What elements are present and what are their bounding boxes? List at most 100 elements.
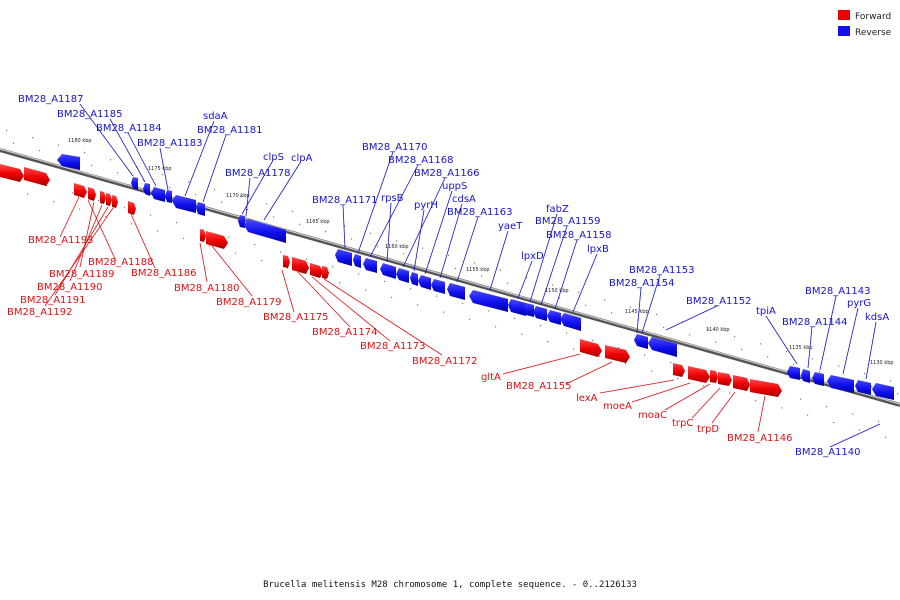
gene-label-moaC[interactable]: moaC <box>638 410 667 421</box>
gene-label-BM28_A1144[interactable]: BM28_A1144 <box>782 317 848 328</box>
gene-label-tpiA[interactable]: tpiA <box>756 306 776 317</box>
gene-label-BM28_A1170[interactable]: BM28_A1170 <box>362 142 428 153</box>
gene-label-BM28_A1190[interactable]: BM28_A1190 <box>37 282 103 293</box>
gene-arrow-reverse-25[interactable] <box>634 334 648 349</box>
gene-label-BM28_A1159[interactable]: BM28_A1159 <box>535 216 601 227</box>
gene-arrow-reverse-26[interactable] <box>648 337 677 357</box>
gene-label-BM28_A1180[interactable]: BM28_A1180 <box>174 283 240 294</box>
gene-arrow-forward-15[interactable] <box>580 339 602 357</box>
gene-arrow-reverse-32[interactable] <box>872 383 894 400</box>
gene-label-kdsA[interactable]: kdsA <box>865 312 889 323</box>
gene-arrow-forward-12[interactable] <box>292 257 309 274</box>
gene-label-trpC[interactable]: trpC <box>672 418 693 429</box>
gene-arrow-reverse-16[interactable] <box>418 275 431 290</box>
gene-arrow-reverse-1[interactable] <box>57 154 80 170</box>
gene-label-BM28_A1191[interactable]: BM28_A1191 <box>20 295 86 306</box>
gene-arrow-reverse-11[interactable] <box>353 254 361 268</box>
gene-label-rpsB[interactable]: rpsB <box>381 193 404 204</box>
gene-label-clpA[interactable]: clpA <box>291 153 313 164</box>
gene-label-fabZ[interactable]: fabZ <box>546 204 569 215</box>
gene-label-BM28_A1163[interactable]: BM28_A1163 <box>447 207 513 218</box>
gene-arrow-reverse-31[interactable] <box>855 380 871 395</box>
gene-arrow-reverse-27[interactable] <box>787 366 800 380</box>
gene-label-BM28_A1154[interactable]: BM28_A1154 <box>609 278 675 289</box>
gene-arrow-reverse-4[interactable] <box>151 187 165 202</box>
gene-arrow-reverse-14[interactable] <box>396 268 409 283</box>
gene-arrow-reverse-18[interactable] <box>447 283 465 300</box>
gene-arrow-forward-18[interactable] <box>688 366 710 383</box>
gene-arrow-forward-10[interactable] <box>206 231 228 249</box>
gene-arrow-forward-16[interactable] <box>605 345 630 363</box>
gene-arrow-reverse-15[interactable] <box>410 272 418 286</box>
gene-label-BM28_A1140[interactable]: BM28_A1140 <box>795 447 861 458</box>
gene-arrow-reverse-20[interactable] <box>508 299 526 316</box>
gene-arrow-forward-9[interactable] <box>200 229 206 242</box>
gene-label-BM28_A1172[interactable]: BM28_A1172 <box>412 356 478 367</box>
gene-label-BM28_A1186[interactable]: BM28_A1186 <box>131 268 197 279</box>
gene-label-BM28_A1187[interactable]: BM28_A1187 <box>18 94 84 105</box>
gene-arrow-reverse-7[interactable] <box>196 202 205 216</box>
gene-label-BM28_A1193[interactable]: BM28_A1193 <box>28 235 94 246</box>
gene-arrow-reverse-6[interactable] <box>172 195 196 213</box>
gene-arrow-reverse-23[interactable] <box>547 310 561 325</box>
gene-label-trpD[interactable]: trpD <box>697 424 719 435</box>
gene-label-cdsA[interactable]: cdsA <box>452 194 476 205</box>
gene-label-sdaA[interactable]: sdaA <box>203 111 228 122</box>
gene-label-BM28_A1192[interactable]: BM28_A1192 <box>7 307 73 318</box>
gene-arrow-forward-22[interactable] <box>750 379 782 397</box>
gene-label-BM28_A1179[interactable]: BM28_A1179 <box>216 297 282 308</box>
gene-label-lexA[interactable]: lexA <box>576 393 598 404</box>
gene-label-lpxB[interactable]: lpxB <box>587 244 609 255</box>
gene-arrow-reverse-3[interactable] <box>143 183 150 196</box>
gene-arrow-forward-5[interactable] <box>100 191 106 204</box>
gene-label-pyrH[interactable]: pyrH <box>414 200 438 211</box>
gene-label-BM28_A1171[interactable]: BM28_A1171 <box>312 195 378 206</box>
gene-arrow-reverse-8[interactable] <box>238 215 245 228</box>
gene-label-BM28_A1189[interactable]: BM28_A1189 <box>49 269 115 280</box>
gene-arrow-forward-6[interactable] <box>106 193 112 206</box>
gene-arrow-reverse-12[interactable] <box>363 258 377 273</box>
gene-label-BM28_A1153[interactable]: BM28_A1153 <box>629 265 695 276</box>
gene-label-uppS[interactable]: uppS <box>442 181 467 192</box>
gene-arrow-reverse-24[interactable] <box>560 313 581 331</box>
gene-label-BM28_A1174[interactable]: BM28_A1174 <box>312 327 378 338</box>
gene-arrow-forward-14[interactable] <box>322 266 329 279</box>
gene-arrow-forward-4[interactable] <box>88 187 96 201</box>
gene-arrow-reverse-17[interactable] <box>431 279 445 294</box>
gene-label-BM28_A1185[interactable]: BM28_A1185 <box>57 109 123 120</box>
gene-label-BM28_A1175[interactable]: BM28_A1175 <box>263 312 329 323</box>
gene-label-BM28_A1143[interactable]: BM28_A1143 <box>805 286 871 297</box>
gene-label-BM28_A1188[interactable]: BM28_A1188 <box>88 257 154 268</box>
gene-label-BM28_A1152[interactable]: BM28_A1152 <box>686 296 752 307</box>
gene-arrow-reverse-21[interactable] <box>524 303 534 317</box>
gene-arrow-reverse-13[interactable] <box>380 263 396 279</box>
gene-arrow-reverse-30[interactable] <box>827 375 854 393</box>
gene-arrow-forward-7[interactable] <box>112 195 118 208</box>
gene-label-BM28_A1181[interactable]: BM28_A1181 <box>197 125 263 136</box>
gene-label-BM28_A1168[interactable]: BM28_A1168 <box>388 155 454 166</box>
gene-arrow-forward-3[interactable] <box>74 183 87 198</box>
gene-arrow-forward-19[interactable] <box>710 370 718 383</box>
gene-label-BM28_A1178[interactable]: BM28_A1178 <box>225 168 291 179</box>
gene-label-gltA[interactable]: gltA <box>481 372 501 383</box>
gene-label-lpxD[interactable]: lpxD <box>521 251 544 262</box>
gene-arrow-reverse-5[interactable] <box>165 190 172 203</box>
gene-arrow-reverse-2[interactable] <box>131 177 138 190</box>
gene-arrow-forward-13[interactable] <box>310 263 323 278</box>
gene-label-moeA[interactable]: moeA <box>603 401 632 412</box>
gene-arrow-forward-11[interactable] <box>283 255 290 268</box>
gene-arrow-reverse-22[interactable] <box>533 306 547 321</box>
gene-arrow-forward-2[interactable] <box>24 167 50 186</box>
gene-label-BM28_A1155[interactable]: BM28_A1155 <box>506 381 572 392</box>
gene-arrow-forward-21[interactable] <box>733 375 750 391</box>
gene-arrow-reverse-9[interactable] <box>244 219 286 243</box>
gene-label-BM28_A1173[interactable]: BM28_A1173 <box>360 341 426 352</box>
gene-arrow-reverse-19[interactable] <box>469 290 508 312</box>
gene-label-BM28_A1158[interactable]: BM28_A1158 <box>546 230 612 241</box>
gene-label-BM28_A1146[interactable]: BM28_A1146 <box>727 433 793 444</box>
gene-label-yaeT[interactable]: yaeT <box>498 221 523 232</box>
gene-arrow-forward-20[interactable] <box>718 372 732 386</box>
gene-arrow-forward-1[interactable] <box>0 164 24 182</box>
gene-label-pyrG[interactable]: pyrG <box>847 298 871 309</box>
gene-label-clpS[interactable]: clpS <box>263 152 284 163</box>
